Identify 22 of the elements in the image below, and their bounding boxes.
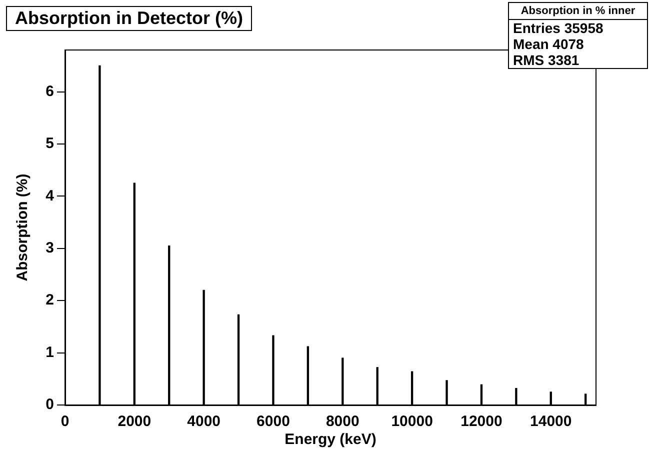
- annotation: Mean 4078: [512, 36, 585, 52]
- chart-title: Absorption in Detector (%): [6, 6, 252, 31]
- annotation: RMS 3381: [512, 52, 580, 68]
- x-tick-label: 12000: [460, 413, 502, 430]
- x-axis-title: Energy (keV): [284, 431, 376, 448]
- x-tick-label: 6000: [256, 413, 290, 430]
- y-tick-label: 5: [46, 135, 54, 152]
- x-tick-label: 10000: [391, 413, 433, 430]
- y-tick-label: 0: [46, 396, 54, 414]
- x-tick-label: 4000: [187, 413, 221, 430]
- text: Absorption in % inner: [509, 3, 647, 20]
- y-tick-label: 1: [46, 344, 54, 361]
- x-tick-label: 0: [60, 413, 70, 430]
- x-tick-label: 8000: [326, 413, 360, 430]
- y-tick-label: 6: [46, 82, 54, 100]
- x-tick-label: 2000: [118, 413, 152, 430]
- y-tick-label: 4: [46, 187, 55, 204]
- y-axis-title: Absorption (%): [14, 174, 32, 282]
- text: Entries 35958: [512, 20, 604, 36]
- y-tick-label: 3: [46, 240, 54, 257]
- x-tick-label: 14000: [530, 413, 572, 430]
- y-tick-label: 2: [46, 292, 54, 309]
